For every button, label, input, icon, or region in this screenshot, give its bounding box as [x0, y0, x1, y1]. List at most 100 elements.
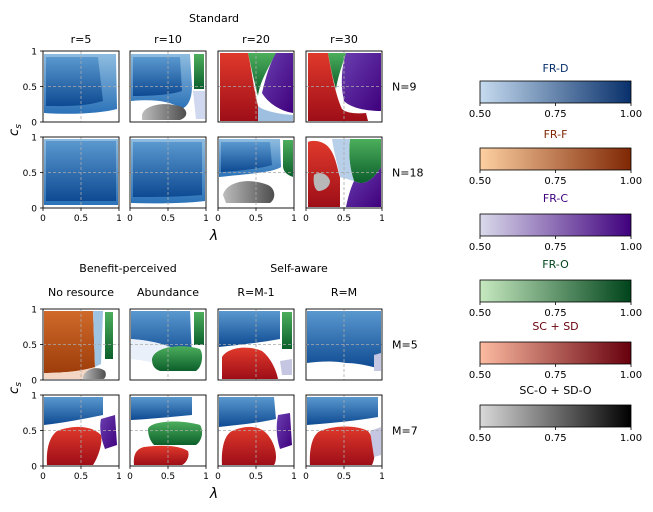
group-title-benefit-perceived: Benefit-perceived	[79, 262, 176, 275]
y-axis-label: cs	[7, 382, 24, 394]
y-tick-label: 0.5	[23, 83, 37, 93]
x-tick-label: 0	[303, 214, 309, 224]
region-fr-o	[248, 53, 276, 96]
row-label: M=7	[392, 425, 418, 438]
colorbar-tick-label: 1.00	[620, 308, 642, 319]
x-tick-label: 0.5	[74, 472, 88, 482]
heatmap-panel-0	[42, 50, 120, 123]
y-tick-label: 1	[31, 392, 37, 402]
row-label: N=18	[392, 167, 423, 180]
y-tick-label: 1	[31, 48, 37, 58]
region-sc-sd	[46, 426, 102, 465]
region-fr-o	[194, 312, 204, 345]
region-fr-c	[346, 167, 381, 207]
heatmap-panel-3	[305, 50, 383, 123]
region-sc-sd	[220, 53, 258, 121]
x-tick-label: 0	[303, 472, 309, 482]
x-axis-label: λ	[209, 228, 218, 244]
x-tick-label: 0.5	[249, 472, 263, 482]
region-fr-d-core	[46, 57, 103, 107]
x-tick-label: 1	[203, 214, 209, 224]
region-sc-sd	[221, 426, 276, 465]
region-fr-d	[219, 311, 280, 347]
x-tick-label: 0	[40, 472, 46, 482]
row-label: M=5	[392, 339, 418, 352]
y-axis-label-subscript: s	[14, 124, 24, 129]
panel-frame	[305, 308, 383, 381]
column-title: No resource	[48, 286, 114, 299]
heatmap-panel-9	[129, 308, 207, 381]
heatmap-panel-12	[42, 394, 120, 467]
panel-frame	[129, 308, 207, 381]
colorbar-tick-label: 0.75	[544, 370, 566, 381]
colorbar-tick-label: 0.50	[469, 308, 491, 319]
region-fr-c	[100, 415, 117, 449]
colorbar-label: SC + SD	[532, 320, 578, 333]
region-fr-c	[193, 91, 205, 119]
y-tick-label: 0.5	[23, 341, 37, 351]
row-label: N=9	[392, 81, 416, 94]
group-title-self-aware: Self-aware	[270, 262, 328, 275]
colorbar-label: SC-O + SD-O	[519, 384, 592, 397]
region-fr-d	[93, 311, 103, 367]
heatmap-panel-11	[305, 308, 383, 381]
region-sco-sdo	[83, 368, 106, 379]
panel-frame	[217, 50, 295, 123]
x-tick-label: 0	[215, 214, 221, 224]
x-tick-label: 0.5	[161, 472, 175, 482]
colorbar-tick-label: 0.75	[544, 308, 566, 319]
region-fr-o	[283, 140, 293, 177]
y-tick-label: 0	[31, 119, 37, 129]
colorbar-tick-label: 0.75	[544, 176, 566, 187]
x-tick-label: 1	[379, 472, 385, 482]
colorbar-tick-label: 1.00	[620, 242, 642, 253]
region-sc-sd	[309, 426, 375, 465]
colorbar-gradient	[479, 213, 632, 237]
x-tick-label: 0.5	[337, 472, 351, 482]
colorbar-gradient	[479, 147, 632, 171]
colorbar-tick-label: 0.50	[469, 370, 491, 381]
colorbar-tick-label: 1.00	[620, 370, 642, 381]
region-fr-d	[131, 397, 192, 420]
region-sc-sd	[133, 445, 189, 465]
region-fr-c	[262, 53, 293, 113]
colorbar-tick-label: 0.50	[469, 176, 491, 187]
x-tick-label: 1	[291, 472, 297, 482]
region-fr-c	[374, 353, 381, 371]
heatmap-panel-13	[129, 394, 207, 467]
region-fr-d-core	[133, 57, 182, 96]
region-fr-c	[341, 53, 381, 111]
region-fr-c	[280, 359, 292, 375]
x-tick-label: 1	[116, 214, 122, 224]
colorbar-tick-label: 0.50	[469, 242, 491, 253]
colorbar-tick-label: 1.00	[620, 109, 642, 120]
x-tick-label: 0.5	[74, 214, 88, 224]
column-title: r=20	[242, 33, 270, 46]
colorbar-label: FR-F	[544, 128, 568, 141]
region-sc-sd	[308, 140, 340, 207]
colorbar-tick-label: 1.00	[620, 433, 642, 444]
x-tick-label: 1	[291, 214, 297, 224]
column-title: Abundance	[137, 286, 199, 299]
region-fr-o	[349, 139, 381, 184]
y-tick-label: 0	[31, 463, 37, 473]
y-tick-label: 0.5	[23, 427, 37, 437]
region-fr-o	[194, 54, 204, 89]
column-title: r=5	[71, 33, 92, 46]
y-tick-label: 0.5	[23, 169, 37, 179]
region-sco-sdo	[223, 181, 275, 203]
y-axis-label: cs	[7, 124, 24, 136]
colorbar-tick-label: 1.00	[620, 176, 642, 187]
region-fr-d	[258, 106, 293, 121]
region-fr-d-core	[46, 141, 116, 201]
region-fr-o	[105, 312, 113, 359]
heatmap-panel-2	[217, 50, 295, 123]
x-tick-label: 0	[127, 214, 133, 224]
colorbar-tick-label: 0.50	[469, 109, 491, 120]
x-tick-label: 0	[127, 472, 133, 482]
region-fr-o	[282, 312, 292, 349]
heatmap-panel-14	[217, 394, 295, 467]
region-fr-d-core	[221, 142, 272, 172]
colorbar-gradient	[479, 279, 632, 303]
